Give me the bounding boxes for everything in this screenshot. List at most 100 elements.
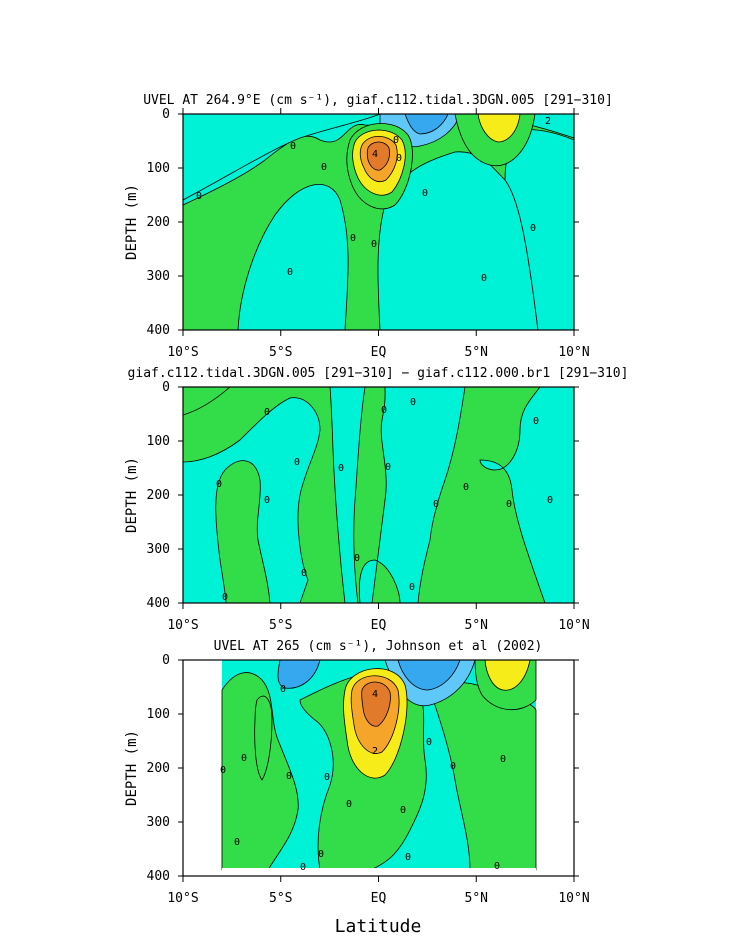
panel-1-blue-core bbox=[404, 114, 449, 135]
panel-1-contour-labels: 0 0 0 0 0 0 0 0 0 0 0 4 2 bbox=[196, 116, 551, 284]
contour-label: 0 bbox=[530, 223, 536, 234]
panel-difference: giaf.c112.tidal.3DGN.005 [291−310] − gia… bbox=[124, 366, 628, 633]
panel-2-xtick-1: 5°S bbox=[269, 618, 292, 633]
panel-3-xtick-3: 5°N bbox=[465, 891, 488, 906]
panel-3-xtick-1: 5°S bbox=[269, 891, 292, 906]
contour-label: 0 bbox=[321, 162, 327, 173]
panel-1-ticks bbox=[178, 108, 579, 336]
panel-2-xtick-3: 5°N bbox=[465, 618, 488, 633]
panel-3-xtick-4: 10°N bbox=[558, 891, 589, 906]
contour-label: 0 bbox=[286, 771, 292, 782]
contour-label: 0 bbox=[196, 191, 202, 202]
contour-label: 0 bbox=[300, 862, 306, 873]
contour-label: 0 bbox=[547, 495, 553, 506]
panel-1-title: UVEL AT 264.9°E (cm s⁻¹), giaf.c112.tida… bbox=[143, 93, 613, 108]
panel-1-xtick-2: EQ bbox=[371, 345, 387, 360]
panel-2-xtick-2: EQ bbox=[371, 618, 387, 633]
panel-3-blue-core bbox=[397, 660, 461, 691]
contour-label: 0 bbox=[409, 582, 415, 593]
panel-1-ytick-3: 300 bbox=[147, 269, 170, 284]
contour-label: 0 bbox=[350, 233, 356, 244]
contour-label: 0 bbox=[220, 765, 226, 776]
contour-label: 0 bbox=[234, 837, 240, 848]
contour-label: 0 bbox=[318, 849, 324, 860]
panel-1-ytick-1: 100 bbox=[147, 161, 170, 176]
panel-2-background-fill bbox=[183, 387, 574, 603]
contour-label: 0 bbox=[450, 761, 456, 772]
contour-label: 0 bbox=[494, 861, 500, 872]
contour-label: 0 bbox=[287, 267, 293, 278]
panel-3-bottom-mask bbox=[222, 868, 536, 876]
contour-label: 2 bbox=[372, 746, 378, 757]
panel-2-contours bbox=[183, 387, 574, 603]
panel-3-xtick-2: EQ bbox=[371, 891, 387, 906]
contour-label: 0 bbox=[294, 457, 300, 468]
contour-label: 0 bbox=[290, 141, 296, 152]
contour-label: 0 bbox=[533, 416, 539, 427]
contour-label: 0 bbox=[324, 772, 330, 783]
contour-label: 0 bbox=[393, 135, 399, 146]
contour-label: 0 bbox=[264, 495, 270, 506]
panel-2-xtick-4: 10°N bbox=[558, 618, 589, 633]
contour-label: 0 bbox=[222, 592, 228, 603]
contour-label: 4 bbox=[372, 149, 378, 160]
panel-1-north-yellow bbox=[477, 114, 521, 143]
panel-2-contour-labels: 0 0 0 0 0 0 0 0 0 0 0 0 0 0 0 0 0 bbox=[216, 397, 553, 603]
contour-label: 0 bbox=[338, 463, 344, 474]
panel-1-contours bbox=[183, 114, 574, 330]
contour-label: 0 bbox=[506, 499, 512, 510]
panel-3-north-yellow bbox=[484, 660, 531, 691]
panel-2-ytick-3: 300 bbox=[147, 542, 170, 557]
panel-3-ytick-2: 200 bbox=[147, 761, 170, 776]
panel-model-uvel: UVEL AT 264.9°E (cm s⁻¹), giaf.c112.tida… bbox=[124, 93, 613, 360]
contour-label: 0 bbox=[463, 482, 469, 493]
contour-label: 0 bbox=[405, 852, 411, 863]
panel-3-blue-west bbox=[277, 660, 321, 689]
panel-2-ylabel: DEPTH (m) bbox=[124, 457, 140, 533]
panel-1-xtick-4: 10°N bbox=[558, 345, 589, 360]
panel-observed-uvel: UVEL AT 265 (cm s⁻¹), Johnson et al (200… bbox=[124, 639, 590, 937]
contour-label: 0 bbox=[381, 405, 387, 416]
contour-label: 0 bbox=[396, 153, 402, 164]
panel-3-ylabel: DEPTH (m) bbox=[124, 730, 140, 806]
panel-3-ytick-3: 300 bbox=[147, 815, 170, 830]
panel-3-contour-labels: 0 0 0 0 0 0 0 0 0 0 0 0 0 0 0 2 4 bbox=[220, 684, 506, 873]
panel-1-ylabel: DEPTH (m) bbox=[124, 184, 140, 260]
panel-1-ytick-2: 200 bbox=[147, 215, 170, 230]
contour-label: 0 bbox=[280, 684, 286, 695]
panel-1-ytick-4: 400 bbox=[147, 323, 170, 338]
contour-label: 0 bbox=[500, 754, 506, 765]
panel-3-contours bbox=[183, 660, 574, 876]
contour-label: 0 bbox=[433, 499, 439, 510]
panel-2-title: giaf.c112.tidal.3DGN.005 [291−310] − gia… bbox=[128, 366, 629, 381]
panel-3-ytick-4: 400 bbox=[147, 869, 170, 884]
contour-label: 2 bbox=[545, 116, 551, 127]
panel-2-ytick-0: 0 bbox=[162, 380, 170, 395]
panel-2-cyan-east bbox=[358, 387, 466, 603]
panel-3-ticks bbox=[178, 659, 579, 882]
panel-2-ticks bbox=[178, 386, 579, 609]
panel-1-xtick-3: 5°N bbox=[465, 345, 488, 360]
contour-label: 0 bbox=[422, 188, 428, 199]
panel-2-xtick-0: 10°S bbox=[167, 618, 198, 633]
panel-3-xtick-0: 10°S bbox=[167, 891, 198, 906]
panel-3-green-streak bbox=[254, 695, 273, 781]
panel-1-cyan-cap bbox=[183, 114, 381, 201]
contour-label: 0 bbox=[400, 805, 406, 816]
panel-3-ytick-1: 100 bbox=[147, 707, 170, 722]
panel-3-xlabel: Latitude bbox=[335, 916, 422, 937]
contour-label: 0 bbox=[410, 397, 416, 408]
panel-1-xtick-0: 10°S bbox=[167, 345, 198, 360]
contour-label: 0 bbox=[346, 799, 352, 810]
panel-2-ytick-1: 100 bbox=[147, 434, 170, 449]
panel-2-cyan-north bbox=[479, 387, 574, 603]
contour-label: 0 bbox=[216, 479, 222, 490]
panel-1-ytick-0: 0 bbox=[162, 107, 170, 122]
panel-2-cyan-west bbox=[183, 397, 321, 603]
contour-label: 0 bbox=[371, 239, 377, 250]
panel-1-xtick-1: 5°S bbox=[269, 345, 292, 360]
contour-label: 0 bbox=[241, 753, 247, 764]
contour-label: 0 bbox=[426, 737, 432, 748]
panel-2-ytick-2: 200 bbox=[147, 488, 170, 503]
